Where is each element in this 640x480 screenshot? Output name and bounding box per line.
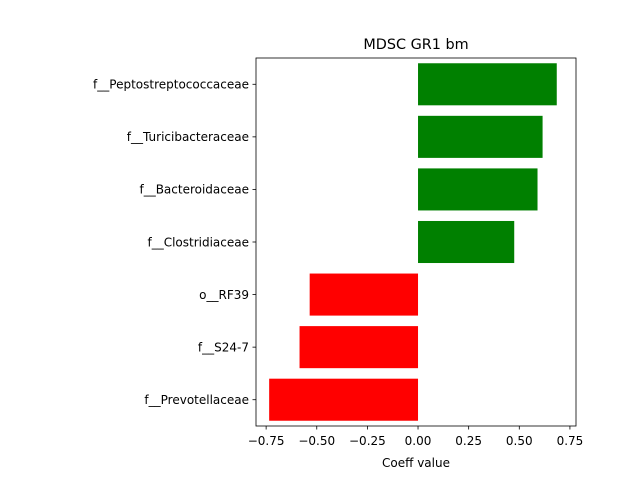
x-axis-label: Coeff value (382, 456, 450, 470)
y-tick-label: o__RF39 (199, 288, 249, 302)
y-tick-label: f__Prevotellaceae (144, 393, 249, 407)
x-tick-label: −0.25 (349, 434, 386, 448)
bar-f-bacteroidaceae (418, 168, 538, 211)
y-tick-label: f__Bacteroidaceae (139, 183, 249, 197)
bar-f-peptostreptococcaceae (418, 63, 557, 106)
x-tick-label: 0.50 (506, 434, 533, 448)
bar-f-prevotellaceae (269, 378, 419, 421)
y-ticks: f__Peptostreptococcaceae f__Turicibactera… (93, 78, 256, 407)
x-tick-label: 0.75 (557, 434, 584, 448)
bars (269, 63, 557, 421)
x-ticks: −0.75 −0.50 −0.25 0.00 0.25 0.50 0.75 (248, 426, 584, 448)
y-tick-label: f__Peptostreptococcaceae (93, 78, 249, 92)
x-tick-label: 0.00 (405, 434, 432, 448)
x-tick-label: 0.25 (455, 434, 482, 448)
y-tick-label: f__S24-7 (198, 340, 249, 354)
chart-title: MDSC GR1 bm (363, 37, 468, 53)
x-tick-label: −0.50 (298, 434, 335, 448)
bar-f-s24-7 (299, 326, 419, 369)
bar-o-rf39 (309, 273, 419, 316)
y-tick-label: f__Turicibacteraceae (127, 130, 249, 144)
plot-frame (255, 57, 577, 427)
x-tick-label: −0.75 (248, 434, 285, 448)
y-tick-label: f__Clostridiaceae (147, 235, 249, 249)
bar-f-turicibacteraceae (418, 115, 543, 158)
bar-f-clostridiaceae (418, 220, 515, 264)
